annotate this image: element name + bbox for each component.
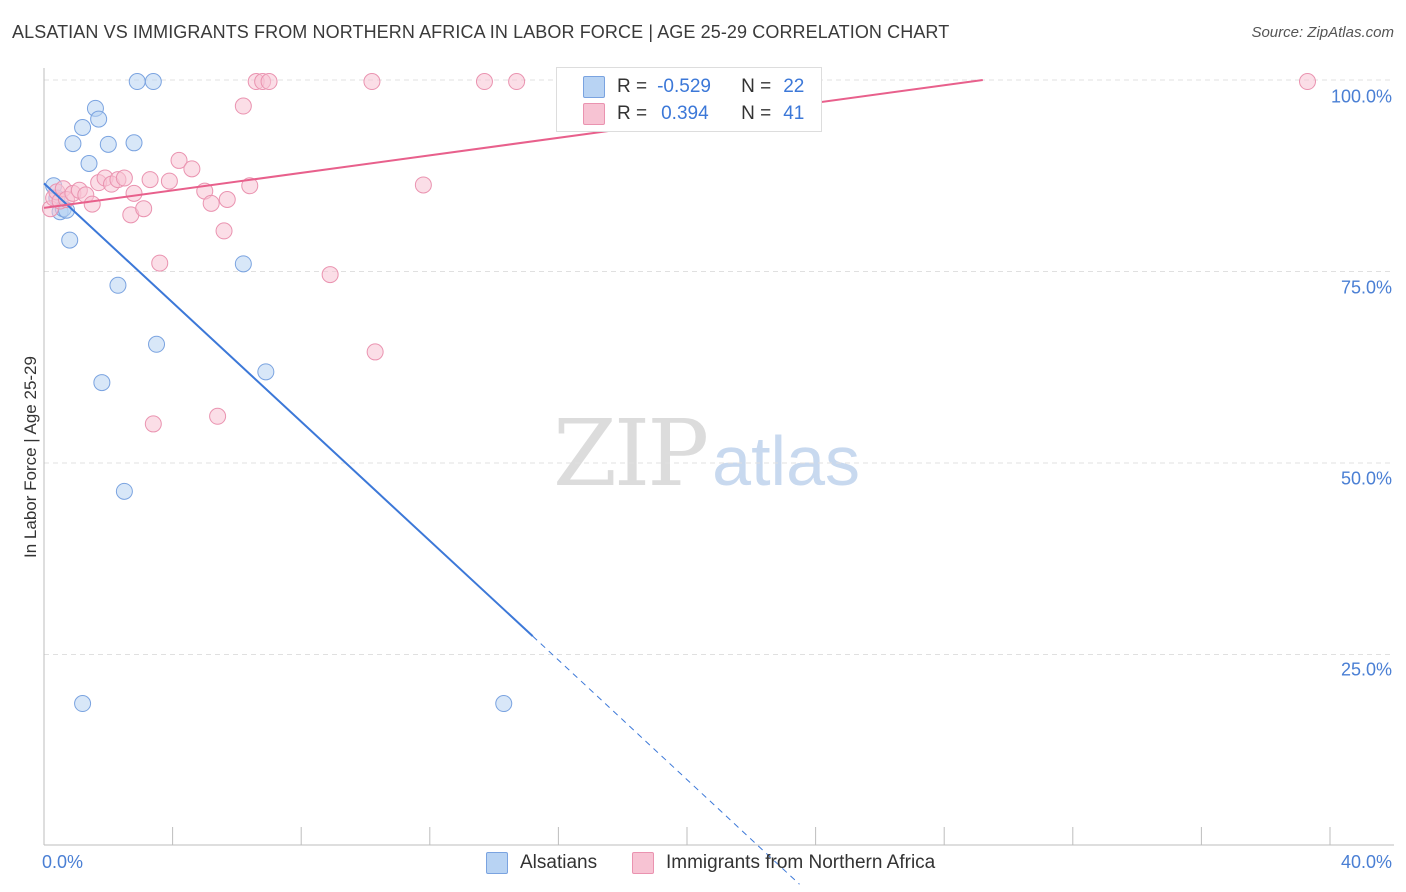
n-label: N =: [741, 103, 772, 124]
alsatian-point: [80, 154, 98, 172]
stats-row-alsatians: R = -0.529 N = 22: [583, 74, 804, 100]
immigrant-point: [321, 266, 339, 284]
immigrant-trend-line: [43, 79, 983, 209]
legend-swatch-pink: [632, 852, 654, 874]
alsatian-point: [115, 482, 133, 500]
y-tick-label-25: 25.0%: [1340, 659, 1392, 680]
immigrant-point: [363, 73, 381, 91]
alsatian-trend-extension: [532, 635, 800, 885]
alsatian-point: [128, 73, 146, 91]
immigrant-point: [475, 73, 493, 91]
alsatian-point: [93, 374, 111, 392]
legend-swatch-blue: [583, 76, 605, 98]
y-tick-label-100: 100.0%: [1330, 86, 1392, 107]
r-label: R =: [617, 103, 648, 124]
immigrant-point: [160, 172, 178, 190]
immigrant-point: [151, 254, 169, 272]
r-label: R =: [617, 76, 648, 97]
r-value-immigrants: 0.394: [661, 103, 709, 124]
immigrant-point: [125, 184, 143, 202]
y-tick-label-75: 75.0%: [1340, 277, 1392, 298]
y-tick-label-50: 50.0%: [1340, 468, 1392, 489]
alsatian-point: [144, 73, 162, 91]
immigrant-point: [241, 177, 259, 195]
alsatian-point: [90, 110, 108, 128]
immigrant-point: [83, 195, 101, 213]
alsatian-point: [109, 276, 127, 294]
immigrant-point: [215, 222, 233, 240]
legend-label-alsatians: Alsatians: [520, 852, 598, 873]
immigrant-point: [144, 415, 162, 433]
immigrant-point: [414, 176, 432, 194]
x-tick-label-min: 0.0%: [42, 852, 84, 872]
immigrant-point: [135, 200, 153, 218]
stats-legend: R = -0.529 N = 22 R = 0.394 N = 41: [556, 67, 822, 132]
immigrant-point: [209, 407, 227, 425]
legend-label-immigrants: Immigrants from Northern Africa: [666, 852, 936, 873]
n-label: N =: [741, 76, 772, 97]
legend-swatch-blue: [486, 852, 508, 874]
immigrant-point: [1298, 73, 1316, 91]
chart-title: ALSATIAN VS IMMIGRANTS FROM NORTHERN AFR…: [12, 22, 950, 42]
immigrant-point: [234, 97, 252, 115]
alsatian-point: [74, 695, 92, 713]
alsatian-point: [495, 695, 513, 713]
alsatian-point: [64, 135, 82, 153]
alsatian-point: [99, 135, 117, 153]
n-value-alsatians: 22: [783, 76, 805, 97]
alsatian-point: [74, 118, 92, 136]
alsatian-point: [125, 134, 143, 152]
immigrant-point: [141, 171, 159, 189]
n-value-immigrants: 41: [783, 103, 805, 124]
immigrant-point: [366, 343, 384, 361]
alsatian-trend-line: [43, 182, 534, 637]
legend-swatch-pink: [583, 103, 605, 125]
immigrant-point: [183, 160, 201, 178]
legend-item-immigrants[interactable]: Immigrants from Northern Africa: [632, 852, 935, 874]
immigrant-point: [202, 194, 220, 212]
stats-row-immigrants: R = 0.394 N = 41: [583, 101, 804, 127]
alsatian-point: [148, 335, 166, 353]
immigrant-point: [260, 73, 278, 91]
alsatian-point: [257, 363, 275, 381]
x-tick-label-max: 40.0%: [1340, 852, 1392, 872]
source-label: Source: ZipAtlas.com: [1251, 24, 1394, 41]
immigrant-point: [218, 190, 236, 208]
immigrant-point: [115, 169, 133, 187]
immigrant-point: [170, 151, 188, 169]
r-value-alsatians: -0.529: [657, 76, 711, 97]
alsatian-point: [61, 231, 79, 249]
legend-item-alsatians[interactable]: Alsatians: [486, 852, 597, 874]
immigrant-point: [508, 73, 526, 91]
alsatian-point: [234, 255, 252, 273]
